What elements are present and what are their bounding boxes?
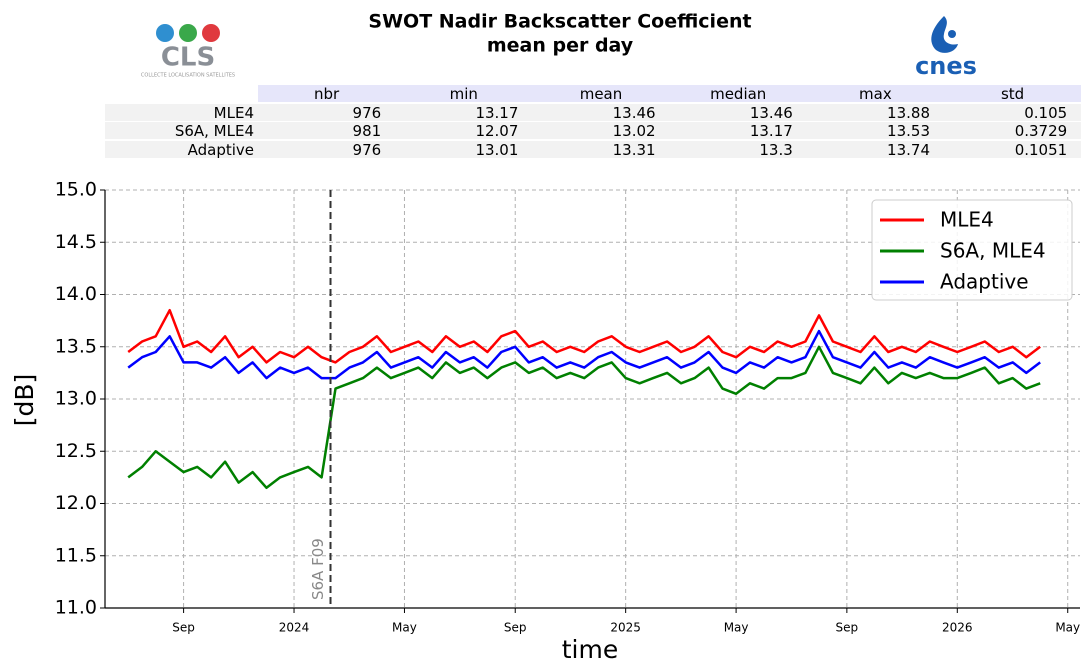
chart-subtitle: mean per day bbox=[487, 35, 634, 57]
legend-label: Adaptive bbox=[940, 270, 1029, 294]
table-cell: 13.46 bbox=[750, 104, 793, 122]
x-tick-label: May bbox=[392, 621, 417, 635]
table-cell: 12.07 bbox=[475, 122, 518, 140]
x-tick-label: Sep bbox=[172, 621, 195, 635]
x-tick-label: May bbox=[1055, 621, 1080, 635]
y-tick-label: 14.0 bbox=[55, 283, 97, 305]
table-cell: 13.74 bbox=[887, 141, 930, 159]
table-cell: 13.17 bbox=[475, 104, 518, 122]
x-tick-label: Sep bbox=[504, 621, 527, 635]
cnes-logo: cnes bbox=[915, 16, 977, 80]
y-tick-label: 13.0 bbox=[55, 388, 97, 410]
row-label: Adaptive bbox=[188, 141, 254, 159]
column-header: min bbox=[450, 85, 478, 103]
y-tick-label: 14.5 bbox=[55, 231, 97, 253]
event-label: S6A F09 bbox=[309, 538, 327, 600]
x-tick-label: May bbox=[724, 621, 749, 635]
table-header-bg bbox=[258, 85, 1081, 102]
y-tick-label: 12.0 bbox=[55, 492, 97, 514]
x-tick-label: 2026 bbox=[942, 621, 973, 635]
x-tick-label: 2024 bbox=[279, 621, 310, 635]
legend-label: S6A, MLE4 bbox=[940, 239, 1046, 263]
table-cell: 0.105 bbox=[1024, 104, 1067, 122]
x-tick-label: 2025 bbox=[610, 621, 641, 635]
cls-logo-text: CLS bbox=[161, 43, 215, 73]
table-cell: 13.88 bbox=[887, 104, 930, 122]
cls-logo: CLS COLLECTE LOCALISATION SATELLITES bbox=[141, 24, 235, 79]
chart-title: SWOT Nadir Backscatter Coefficient bbox=[368, 11, 751, 33]
cnes-logo-text: cnes bbox=[915, 52, 977, 80]
table-row-bg bbox=[105, 122, 1081, 139]
y-tick-label: 15.0 bbox=[55, 179, 97, 201]
table-row-bg bbox=[105, 104, 1081, 121]
column-header: nbr bbox=[314, 85, 340, 103]
table-cell: 976 bbox=[353, 104, 382, 122]
legend-box bbox=[871, 199, 1073, 301]
series-line bbox=[127, 345, 1041, 490]
table-cell: 981 bbox=[353, 122, 382, 140]
table-row-bg bbox=[105, 141, 1081, 158]
table-cell: 13.3 bbox=[759, 141, 792, 159]
table-cell: 13.46 bbox=[613, 104, 656, 122]
column-header: mean bbox=[580, 85, 623, 103]
y-tick-label: 12.5 bbox=[55, 440, 97, 462]
table-cell: 0.3729 bbox=[1015, 122, 1068, 140]
table-cell: 13.01 bbox=[475, 141, 518, 159]
x-axis-label: time bbox=[562, 635, 618, 664]
column-header: median bbox=[710, 85, 766, 103]
series-line bbox=[127, 329, 1041, 380]
x-tick-label: Sep bbox=[836, 621, 859, 635]
column-header: std bbox=[1001, 85, 1024, 103]
column-header: max bbox=[859, 85, 892, 103]
table-cell: 13.17 bbox=[750, 122, 793, 140]
table-cell: 13.02 bbox=[613, 122, 656, 140]
series-line bbox=[127, 308, 1041, 364]
y-tick-label: 11.0 bbox=[55, 597, 97, 619]
table-cell: 0.1051 bbox=[1015, 141, 1068, 159]
cls-logo-caption: COLLECTE LOCALISATION SATELLITES bbox=[141, 73, 235, 79]
y-tick-label: 11.5 bbox=[55, 544, 97, 566]
legend-label: MLE4 bbox=[940, 208, 994, 232]
row-label: S6A, MLE4 bbox=[175, 122, 254, 140]
plot: 11.0 11.5 12.0 12.5 13.0 13.5 14.0 14.5 15.0 Sep 2… bbox=[10, 179, 1080, 664]
table-cell: 13.31 bbox=[613, 141, 656, 159]
y-tick-label: 13.5 bbox=[55, 335, 97, 357]
row-label: MLE4 bbox=[214, 104, 254, 122]
table-cell: 976 bbox=[353, 141, 382, 159]
y-axis-label: [dB] bbox=[10, 374, 39, 427]
table-cell: 13.53 bbox=[887, 122, 930, 140]
